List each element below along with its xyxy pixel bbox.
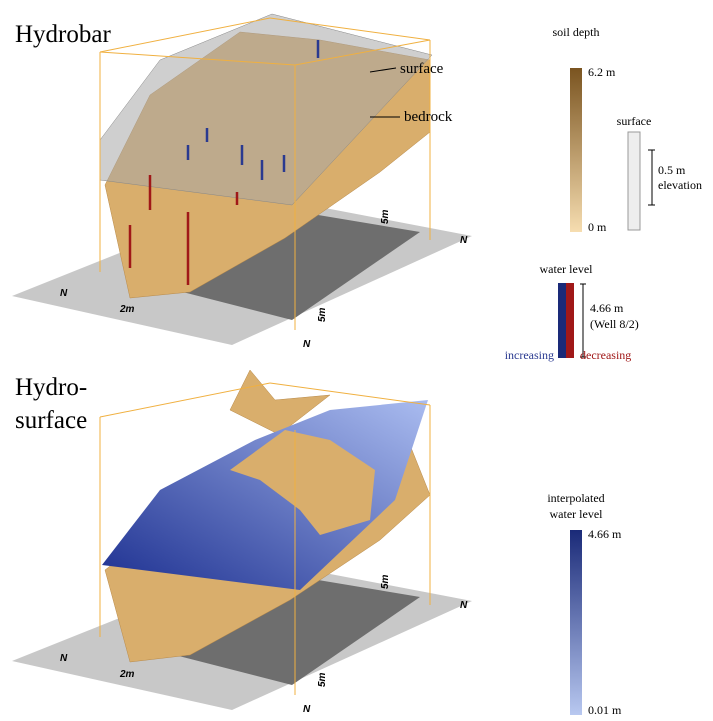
legend-label: increasing (505, 348, 554, 362)
annotation: bedrock (404, 109, 453, 125)
legend-title: water level (550, 507, 604, 521)
legend-label: 6.2 m (588, 65, 616, 79)
panel-title: surface (15, 407, 87, 434)
water-decreasing-bar (566, 283, 574, 358)
water-bracket (580, 284, 586, 357)
scale-label: 2m (119, 304, 135, 315)
legend-label: elevation (658, 178, 702, 192)
scale-label: 5m (317, 672, 328, 687)
panel-title: Hydrobar (15, 21, 111, 48)
scale-label: 2m (119, 669, 135, 680)
north-label: N (460, 235, 468, 246)
north-label: N (303, 339, 311, 350)
legend-label: 0.01 m (588, 703, 622, 717)
surface-bracket (648, 150, 655, 205)
north-label: N (60, 288, 68, 299)
water-surface (102, 400, 428, 590)
water-increasing-bar (558, 283, 566, 358)
legend-title: water level (540, 262, 594, 276)
legend-label: 0.5 m (658, 163, 686, 177)
scale-label: 5m (317, 307, 328, 322)
legend-title: soil depth (553, 25, 600, 39)
legend-label: 0 m (588, 220, 607, 234)
legend-label: 4.66 m (588, 527, 622, 541)
legend-title: surface (617, 114, 652, 128)
annotation: surface (400, 61, 444, 77)
legend-label: decreasing (580, 348, 631, 362)
north-label: N (460, 600, 468, 611)
interpolated-bar (570, 530, 582, 715)
scale-label: 5m (380, 574, 391, 589)
legend-title: interpolated (547, 491, 604, 505)
legend-label: 4.66 m (590, 301, 624, 315)
legend-label: (Well 8/2) (590, 317, 639, 331)
north-label: N (303, 704, 311, 715)
scale-label: 5m (380, 209, 391, 224)
soil-depth-bar (570, 68, 582, 232)
surface-bar (628, 132, 640, 230)
panel-title: Hydro- (15, 374, 87, 401)
north-label: N (60, 653, 68, 664)
figure: Hydrobar surface bedrock N N N 2m 5m 5m … (0, 0, 713, 721)
